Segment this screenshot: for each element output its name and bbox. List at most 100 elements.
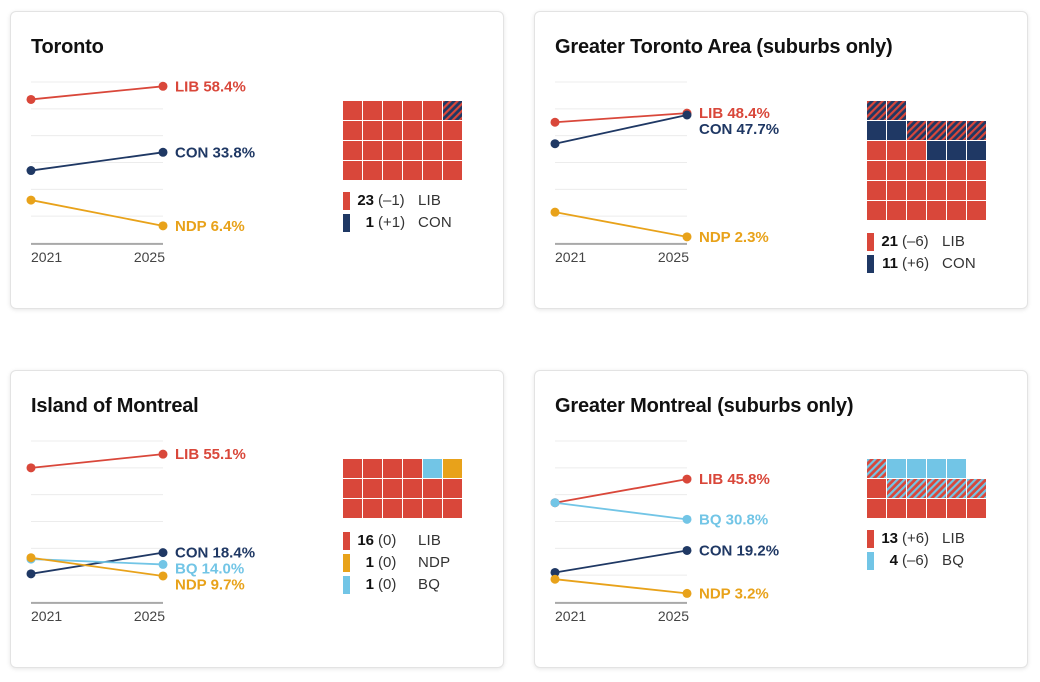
seat-cell-lib	[343, 499, 362, 518]
data-label-bq: BQ 14.0%	[175, 561, 244, 578]
point-ndp-2025	[158, 571, 168, 581]
legend-seat-count: 23	[357, 192, 374, 209]
seat-legend: 23 (–1) LIB 1 (+1) CON	[343, 190, 452, 234]
seat-cell-lib	[423, 121, 442, 140]
data-label-lib: LIB 45.8%	[699, 471, 770, 488]
point-ndp-2021	[26, 195, 36, 205]
legend-party-name: BQ	[418, 576, 441, 593]
point-con-2021	[550, 139, 560, 149]
data-label-lib: LIB 55.1%	[175, 446, 246, 463]
seat-cell-flip-lib-from-bq	[967, 479, 986, 498]
seat-cell-lib	[383, 121, 402, 140]
seat-cell-lib	[947, 499, 966, 518]
x-tick-label: 2021	[31, 608, 62, 624]
seat-cell-flip-con-from-lib	[907, 121, 926, 140]
seat-legend: 16 (0) LIB 1 (0) NDP 1 (0) BQ	[343, 530, 450, 596]
point-lib-2025	[158, 449, 168, 459]
legend-seat-change: (–6)	[902, 233, 929, 250]
seat-cell-lib	[887, 499, 906, 518]
point-ndp-2021	[550, 207, 560, 217]
data-label-bq: BQ 30.8%	[699, 511, 768, 528]
seat-cell-con	[887, 121, 906, 140]
card-title: Toronto	[31, 36, 104, 58]
card-greater-toronto-area: Greater Toronto Area (suburbs only) 2021…	[534, 11, 1028, 309]
seat-cell-lib	[867, 181, 886, 200]
series-line-con	[554, 549, 688, 574]
seat-cell-flip-lib-from-bq	[867, 459, 886, 478]
seat-cell-flip-con-from-lib	[947, 121, 966, 140]
seat-cell-lib	[867, 201, 886, 220]
point-con-2021	[550, 567, 560, 577]
x-tick-label: 2021	[555, 608, 586, 624]
seat-cell-flip-con-from-lib	[967, 121, 986, 140]
seat-cell-lib	[403, 499, 422, 518]
legend-seat-count: 4	[889, 552, 898, 569]
seat-cell-lib	[947, 181, 966, 200]
legend-swatch	[867, 552, 874, 570]
point-bq-2025	[682, 514, 692, 524]
seat-cell-lib	[443, 499, 462, 518]
legend-party-name: NDP	[418, 554, 451, 571]
legend-row-lib: 21 (–6) LIB	[867, 231, 976, 253]
seat-cell-lib	[927, 181, 946, 200]
point-ndp-2025	[158, 221, 168, 231]
seat-cell-lib	[363, 121, 382, 140]
seat-cell-lib	[343, 121, 362, 140]
data-label-con: CON 19.2%	[699, 542, 779, 559]
seat-cell-lib	[363, 141, 382, 160]
seat-cell-lib	[343, 161, 362, 180]
series-line-lib	[554, 112, 688, 124]
x-tick-label: 2025	[658, 249, 689, 265]
series-line-lib	[30, 453, 164, 469]
line-chart: 2021 2025 LIB 58.4% CON 33.8% NDP 6.4%	[26, 78, 255, 265]
data-label-con: CON 33.8%	[175, 144, 255, 161]
legend-party-name: CON	[942, 255, 976, 272]
point-ndp-2025	[682, 588, 692, 598]
seat-cell-lib	[403, 101, 422, 120]
card-island-of-montreal: Island of Montreal 2021 2025 LIB 55.1% CON …	[10, 370, 504, 668]
legend-row-lib: 23 (–1) LIB	[343, 190, 452, 212]
seat-waffle	[343, 459, 463, 519]
seat-cell-bq	[907, 459, 926, 478]
seat-cell-lib	[383, 479, 402, 498]
seat-cell-ndp	[443, 459, 462, 478]
seat-cell-lib	[443, 161, 462, 180]
seat-cell-lib	[907, 141, 926, 160]
series-line-con	[30, 151, 164, 172]
legend-swatch	[867, 233, 874, 251]
data-label-ndp: NDP 2.3%	[699, 229, 769, 246]
card-greater-montreal: Greater Montreal (suburbs only) 2021 2025…	[534, 370, 1028, 668]
x-tick-label: 2021	[31, 249, 62, 265]
series-line-bq	[554, 501, 688, 521]
line-chart: 2021 2025 LIB 45.8% BQ 30.8% CON 19.2% NDP 3.…	[550, 440, 779, 624]
data-label-lib: LIB 58.4%	[175, 78, 246, 95]
data-label-ndp: NDP 3.2%	[699, 585, 769, 602]
x-tick-label: 2021	[555, 249, 586, 265]
legend-seat-count: 13	[881, 530, 898, 547]
seat-cell-lib	[383, 459, 402, 478]
data-label-lib: LIB 48.4%	[699, 105, 770, 122]
data-label-con: CON 47.7%	[699, 121, 779, 138]
seat-cell-flip-con-from-lib	[927, 121, 946, 140]
card-title: Greater Montreal (suburbs only)	[555, 395, 854, 417]
seat-cell-bq	[887, 459, 906, 478]
seat-cell-lib	[363, 479, 382, 498]
seat-cell-lib	[867, 141, 886, 160]
seat-cell-lib	[887, 181, 906, 200]
seat-cell-lib	[423, 479, 442, 498]
legend-seat-change: (+6)	[902, 255, 930, 272]
point-ndp-2025	[682, 232, 692, 242]
seat-cell-lib	[887, 201, 906, 220]
point-con-2025	[158, 548, 168, 558]
seat-cell-lib	[967, 201, 986, 220]
legend-party-name: CON	[418, 214, 452, 231]
legend-seat-change: (0)	[378, 532, 397, 549]
seat-cell-lib	[403, 141, 422, 160]
x-tick-label: 2025	[134, 249, 165, 265]
card-title: Island of Montreal	[31, 395, 199, 417]
legend-seat-change: (–1)	[378, 192, 405, 209]
point-lib-2021	[26, 94, 36, 104]
legend-row-con: 1 (+1) CON	[343, 212, 452, 234]
seat-cell-lib	[907, 499, 926, 518]
data-label-ndp: NDP 9.7%	[175, 577, 245, 594]
